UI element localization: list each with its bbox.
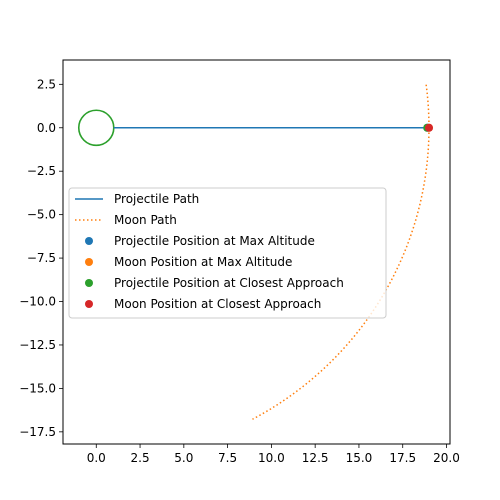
marker-point-3 [424,123,433,132]
legend-label: Moon Position at Closest Approach [114,297,321,311]
y-tick-label: −12.5 [19,338,56,352]
y-tick-label: −2.5 [27,164,56,178]
legend-label: Moon Position at Max Altitude [114,255,292,269]
x-tick-label: 10.0 [258,451,285,465]
legend: Projectile Path Moon Path Projectile Posit… [68,187,387,319]
y-tick-label: −15.0 [19,381,56,395]
x-tick-label: 15.0 [346,451,373,465]
x-tick-label: 2.5 [131,451,150,465]
legend-label: Projectile Position at Max Altitude [114,234,315,248]
axes-frame [62,59,451,445]
x-tick-label: 17.5 [389,451,416,465]
legend-swatch-marker [85,279,93,287]
x-tick-label: 0.0 [87,451,106,465]
x-tick-label: 7.5 [218,451,237,465]
y-tick-label: 0.0 [37,121,56,135]
y-tick-label: −7.5 [27,251,56,265]
legend-swatch-marker [85,258,93,266]
y-tick-label: 2.5 [37,77,56,91]
legend-label: Projectile Path [114,192,199,206]
legend-swatch-marker [85,300,93,308]
legend-swatch-marker [85,237,93,245]
plot-area [77,84,433,420]
series-line-1 [252,84,430,420]
legend-label: Projectile Position at Closest Approach [114,276,344,290]
x-tick-label: 12.5 [302,451,329,465]
x-axis: 0.0 2.5 5.0 7.5 10.0 12.5 15.0 17.5 20.0 [87,444,460,465]
y-tick-label: −17.5 [19,425,56,439]
x-tick-label: 20.0 [433,451,460,465]
x-tick-label: 5.0 [174,451,193,465]
legend-box [68,187,387,319]
y-tick-label: −10.0 [19,295,56,309]
y-tick-label: −5.0 [27,208,56,222]
y-axis: 2.5 0.0 −2.5 −5.0 −7.5 −10.0 −12.5 −15.0 −17.5 [19,77,63,439]
legend-label: Moon Path [114,213,177,227]
